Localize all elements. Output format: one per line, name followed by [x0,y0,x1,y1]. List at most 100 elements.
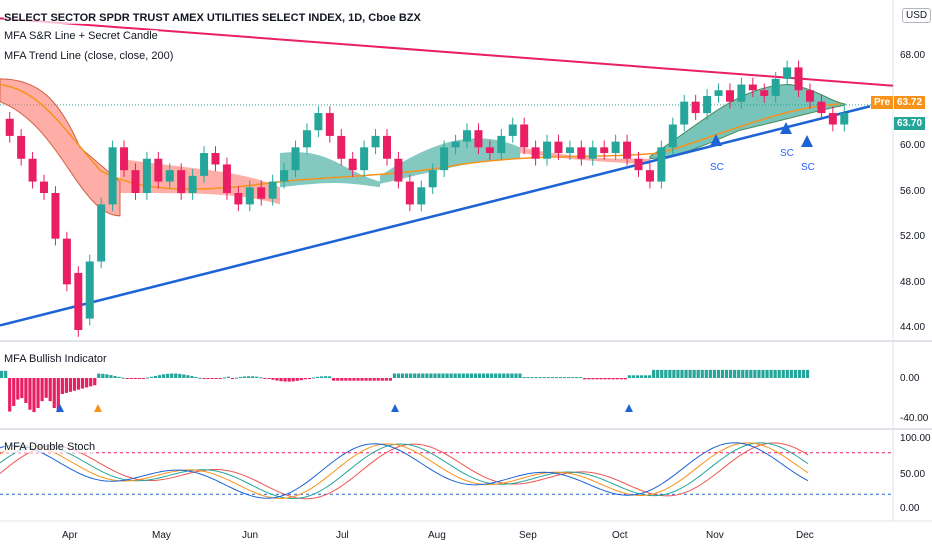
histogram-bar [182,374,186,378]
candle-body [497,135,506,154]
stoch-panel-title[interactable]: MFA Double Stoch [4,441,96,453]
histogram-bar [0,370,4,378]
candle-body [463,130,472,142]
bullish-panel-title[interactable]: MFA Bullish Indicator [4,353,107,365]
histogram-bar [206,378,210,379]
candle-body [17,135,26,159]
histogram-bar [753,369,757,378]
histogram-bar [575,377,579,379]
month-label: May [152,530,171,541]
histogram-bar [348,378,352,381]
histogram-bar [514,373,518,378]
histogram-bar [445,373,449,378]
currency-button[interactable]: USD [902,8,932,23]
candle-body [211,153,220,165]
histogram-bar [486,373,490,378]
histogram-bar [729,369,733,378]
price-tick: 56.00 [900,186,926,197]
histogram-bar [166,373,170,378]
histogram-bar [162,374,166,378]
histogram-bar [712,369,716,378]
histogram-bar [141,378,145,379]
histogram-bar [737,369,741,378]
histogram-bar [101,373,105,378]
histogram-bar [109,375,113,378]
candle-body [234,193,243,205]
indicator-sr-line[interactable]: MFA S&R Line + Secret Candle [4,30,158,42]
candle-body [245,187,254,205]
histogram-bar [494,373,498,378]
histogram-bar [631,375,635,378]
candle-body [451,141,460,148]
candle-body [760,90,769,96]
indicator-trend-line[interactable]: MFA Trend Line (close, close, 200) [4,50,174,62]
histogram-bar [202,378,206,379]
symbol-title[interactable]: SELECT SECTOR SPDR TRUST AMEX UTILITIES … [4,12,421,24]
candle-body [508,124,517,136]
histogram-bar [210,378,214,379]
month-label: Sep [519,530,537,541]
candle-body [85,261,94,319]
price-tick: 60.00 [900,140,926,151]
histogram-bar [429,373,433,378]
histogram-bar [696,369,700,378]
histogram-bar [60,378,64,394]
bullish-signal-arrow [56,404,64,412]
histogram-bar [149,376,154,378]
histogram-bar [518,373,522,378]
histogram-bar [741,369,745,378]
candle-body [588,147,597,159]
pre-price-tag: 63.72 [894,96,926,109]
histogram-bar [595,378,599,380]
candle-body [131,170,140,193]
candle-body [348,158,357,171]
histogram-bar [113,375,117,378]
candle-body [28,158,37,182]
histogram-bar [481,373,486,378]
histogram-bar [724,369,729,378]
histogram-bar [190,376,194,378]
month-label: Oct [612,530,628,541]
candle-body [805,90,814,102]
histogram-bar [672,369,676,378]
histogram-bar [291,378,295,382]
histogram-bar [295,378,299,381]
candle-body [371,135,380,148]
histogram-bar [380,378,384,381]
histogram-bar [526,377,530,379]
histogram-bar [194,376,198,378]
histogram-bar [567,377,571,379]
candle-body [108,147,117,205]
double-stoch-panel[interactable] [0,442,893,500]
main-price-panel[interactable] [0,17,894,337]
candle-body [565,147,574,154]
histogram-bar [52,378,56,409]
candle-body [280,170,289,182]
histogram-bar [757,369,761,378]
candle-body [120,147,129,171]
histogram-bar [562,377,567,379]
candle-body [222,164,231,193]
histogram-bar [117,376,121,378]
histogram-bar [639,375,644,378]
histogram-bar [692,369,696,378]
sc-signal-arrow [780,122,792,134]
candle-body [645,170,654,182]
histogram-bar [704,369,708,378]
histogram-bar [716,369,721,378]
histogram-bar [607,378,611,380]
candle-body [485,147,494,154]
histogram-bar [708,369,712,378]
histogram-bar [506,373,510,378]
candle-body [691,101,700,114]
histogram-bar [271,378,275,380]
bullish-indicator-panel[interactable] [0,369,810,413]
candle-body [188,175,197,193]
bullish-signal-arrow [94,404,102,412]
histogram-bar [684,369,688,378]
candle-body [531,147,540,159]
histogram-bar [530,377,534,379]
histogram-bar [356,378,360,381]
